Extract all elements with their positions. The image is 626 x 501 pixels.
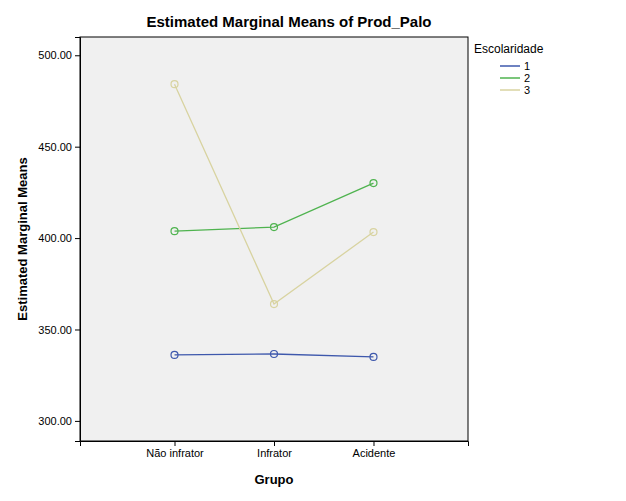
x-axis-title: Grupo	[255, 472, 294, 487]
chart-title: Estimated Marginal Means of Prod_Palo	[146, 13, 431, 30]
y-tick-mark	[75, 238, 80, 239]
legend-swatch	[500, 77, 520, 79]
x-tick: Infrator	[257, 441, 292, 459]
y-tick: 350.00	[38, 324, 80, 336]
y-tick: 400.00	[38, 232, 80, 244]
y-tick: 300.00	[38, 415, 80, 427]
x-axis-line	[81, 442, 469, 447]
y-tick-label: 400.00	[38, 232, 72, 244]
y-tick-mark	[75, 421, 80, 422]
series-marker	[271, 350, 278, 357]
plot-frame	[80, 37, 468, 441]
x-tick: Não infrator	[146, 441, 204, 459]
series-marker	[271, 301, 278, 308]
x-tick: Acidente	[353, 441, 396, 459]
legend-label: 3	[524, 84, 530, 96]
plot-area	[80, 37, 468, 441]
series-marker	[271, 224, 278, 231]
y-tick-label: 350.00	[38, 324, 72, 336]
x-tick-label: Infrator	[257, 447, 292, 459]
x-tick-mark	[175, 441, 176, 446]
y-tick-label: 500.00	[38, 49, 72, 61]
y-tick-label: 300.00	[38, 415, 72, 427]
legend-swatch	[500, 89, 520, 91]
y-tick: 500.00	[38, 49, 80, 61]
legend-title: Escolaridade	[474, 42, 544, 56]
series-marker	[171, 81, 178, 88]
y-tick-mark	[75, 147, 80, 148]
series-marker	[171, 228, 178, 235]
x-tick-mark	[274, 441, 275, 446]
y-tick-mark	[75, 329, 80, 330]
y-tick-label: 450.00	[38, 141, 72, 153]
x-tick-label: Acidente	[353, 447, 396, 459]
legend: Escolaridade 123	[474, 42, 544, 96]
chart: 300.00 350.00 400.00 450.00 500.00 Não infrat…	[0, 0, 626, 501]
series-marker	[171, 351, 178, 358]
x-axis: Não infrator Infrator Acidente	[81, 441, 469, 459]
x-tick-mark	[373, 441, 374, 446]
legend-label: 1	[524, 60, 530, 72]
legend-label: 2	[524, 72, 530, 84]
y-axis-title: Estimated Marginal Means	[15, 157, 30, 320]
series-line	[175, 84, 374, 304]
series-line	[175, 354, 374, 357]
series-group	[171, 81, 377, 361]
series-marker	[370, 180, 377, 187]
y-axis: 300.00 350.00 400.00 450.00 500.00	[38, 38, 80, 442]
background	[0, 0, 626, 501]
y-tick: 450.00	[38, 141, 80, 153]
y-tick-mark	[75, 55, 80, 56]
series-marker	[370, 353, 377, 360]
legend-swatch	[500, 65, 520, 67]
x-tick-label: Não infrator	[146, 447, 204, 459]
series-marker	[370, 229, 377, 236]
series-line	[175, 183, 374, 231]
